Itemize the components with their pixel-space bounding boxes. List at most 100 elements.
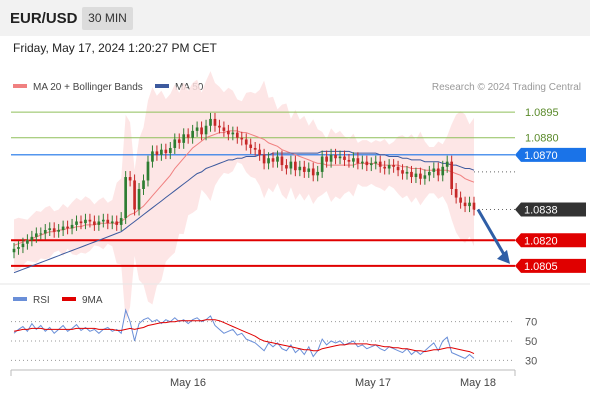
- candle-body: [164, 149, 168, 154]
- candle-body: [454, 189, 458, 198]
- candle-body: [365, 161, 369, 166]
- candle-body: [441, 166, 445, 176]
- moving-averages: [13, 130, 475, 274]
- candle-body: [186, 134, 190, 138]
- candle-body: [369, 163, 373, 166]
- candle-body: [12, 248, 16, 253]
- rsi-tick-label: 50: [525, 336, 537, 348]
- candle-body: [325, 156, 328, 162]
- candle-body: [43, 230, 47, 234]
- candle-body: [124, 177, 127, 219]
- time-tick-label: May 17: [355, 377, 391, 389]
- candlesticks: [12, 112, 476, 259]
- forecast-arrow: [476, 208, 510, 264]
- candle-body: [88, 219, 92, 222]
- candle-body: [151, 151, 154, 162]
- candle-body: [160, 149, 163, 155]
- candle-body: [218, 125, 221, 128]
- candle-body: [419, 173, 422, 179]
- candle-body: [57, 230, 60, 232]
- candle-body: [235, 132, 239, 138]
- candle-body: [200, 127, 203, 135]
- candle-body: [146, 161, 150, 181]
- candle-body: [472, 202, 476, 210]
- candle-body: [168, 147, 172, 154]
- candle-body: [347, 159, 351, 162]
- candle-body: [52, 228, 56, 232]
- forecast-arrow-head: [497, 249, 510, 264]
- candle-body: [66, 226, 69, 229]
- rsi-tick-label: 70: [525, 317, 537, 329]
- ma20-legend-label: MA 20 + Bollinger Bands: [33, 82, 143, 93]
- time-tick-label: May 18: [460, 377, 496, 389]
- level-tag-2: [515, 147, 586, 162]
- candle-body: [271, 158, 275, 162]
- level-label-2: 1.0870: [524, 150, 558, 162]
- candle-body: [84, 219, 87, 224]
- candle-body: [155, 151, 159, 155]
- bollinger-band-area: [14, 71, 474, 322]
- candle-body: [329, 154, 333, 162]
- timeframe-button[interactable]: 30 MIN: [82, 7, 133, 30]
- candle-body: [361, 161, 364, 164]
- candle-body: [177, 139, 181, 143]
- ma50-legend-label: MA 50: [175, 82, 204, 93]
- credit-text: Research © 2024 Trading Central: [432, 82, 581, 93]
- time-tick-label: May 16: [170, 377, 206, 389]
- candle-body: [423, 175, 427, 179]
- candle-body: [316, 171, 320, 176]
- candle-body: [195, 127, 199, 131]
- candle-body: [285, 165, 288, 169]
- ma20-legend-swatch: [13, 84, 27, 88]
- level-label-1: 1.0880: [525, 133, 559, 145]
- level-label-3: 1.0838: [524, 205, 558, 217]
- candle-body: [133, 180, 136, 210]
- candle-body: [258, 149, 261, 155]
- candle-body: [374, 161, 378, 164]
- level-tag-5: [515, 258, 586, 273]
- candle-body: [450, 161, 454, 189]
- rsi-panel: 70 50 30: [11, 308, 537, 367]
- candle-body: [249, 144, 253, 148]
- candle-body: [387, 165, 391, 169]
- candle-body: [276, 156, 279, 162]
- candle-body: [21, 243, 25, 248]
- candle-body: [459, 197, 462, 203]
- candle-body: [401, 170, 404, 174]
- candle-body: [182, 134, 186, 143]
- forecast-arrow-shaft: [476, 208, 508, 259]
- candle-body: [405, 171, 409, 174]
- candle-body: [222, 127, 226, 131]
- candle-body: [396, 166, 400, 171]
- candle-body: [79, 221, 83, 224]
- candle-body: [262, 154, 266, 164]
- candle-body: [213, 118, 217, 126]
- candle-body: [26, 240, 29, 244]
- rsi-line: [13, 308, 475, 359]
- candle-body: [119, 218, 123, 225]
- price-levels: 1.0895 1.0880 1.0870 1.0838 1.0820 1.0805: [11, 107, 586, 273]
- level-tag-4: [515, 233, 586, 248]
- candle-body: [410, 171, 413, 178]
- candle-body: [61, 226, 65, 231]
- candle-body: [414, 173, 418, 178]
- candle-body: [267, 158, 270, 164]
- candle-body: [463, 202, 467, 207]
- candle-body: [352, 158, 355, 162]
- candle-body: [302, 166, 306, 172]
- rsi-legend-label: RSI: [33, 295, 50, 306]
- candle-body: [356, 158, 360, 164]
- candle-body: [173, 139, 177, 148]
- candle-body: [137, 189, 141, 210]
- candle-body: [101, 219, 105, 222]
- bollinger-bands: [14, 71, 474, 322]
- candle-body: [334, 154, 337, 159]
- ma50-legend-swatch: [155, 84, 169, 88]
- level-label-0: 1.0895: [525, 107, 559, 119]
- level-label-4: 1.0820: [524, 235, 558, 247]
- candle-body: [244, 139, 248, 145]
- candle-body: [34, 233, 38, 237]
- candle-body: [289, 161, 293, 169]
